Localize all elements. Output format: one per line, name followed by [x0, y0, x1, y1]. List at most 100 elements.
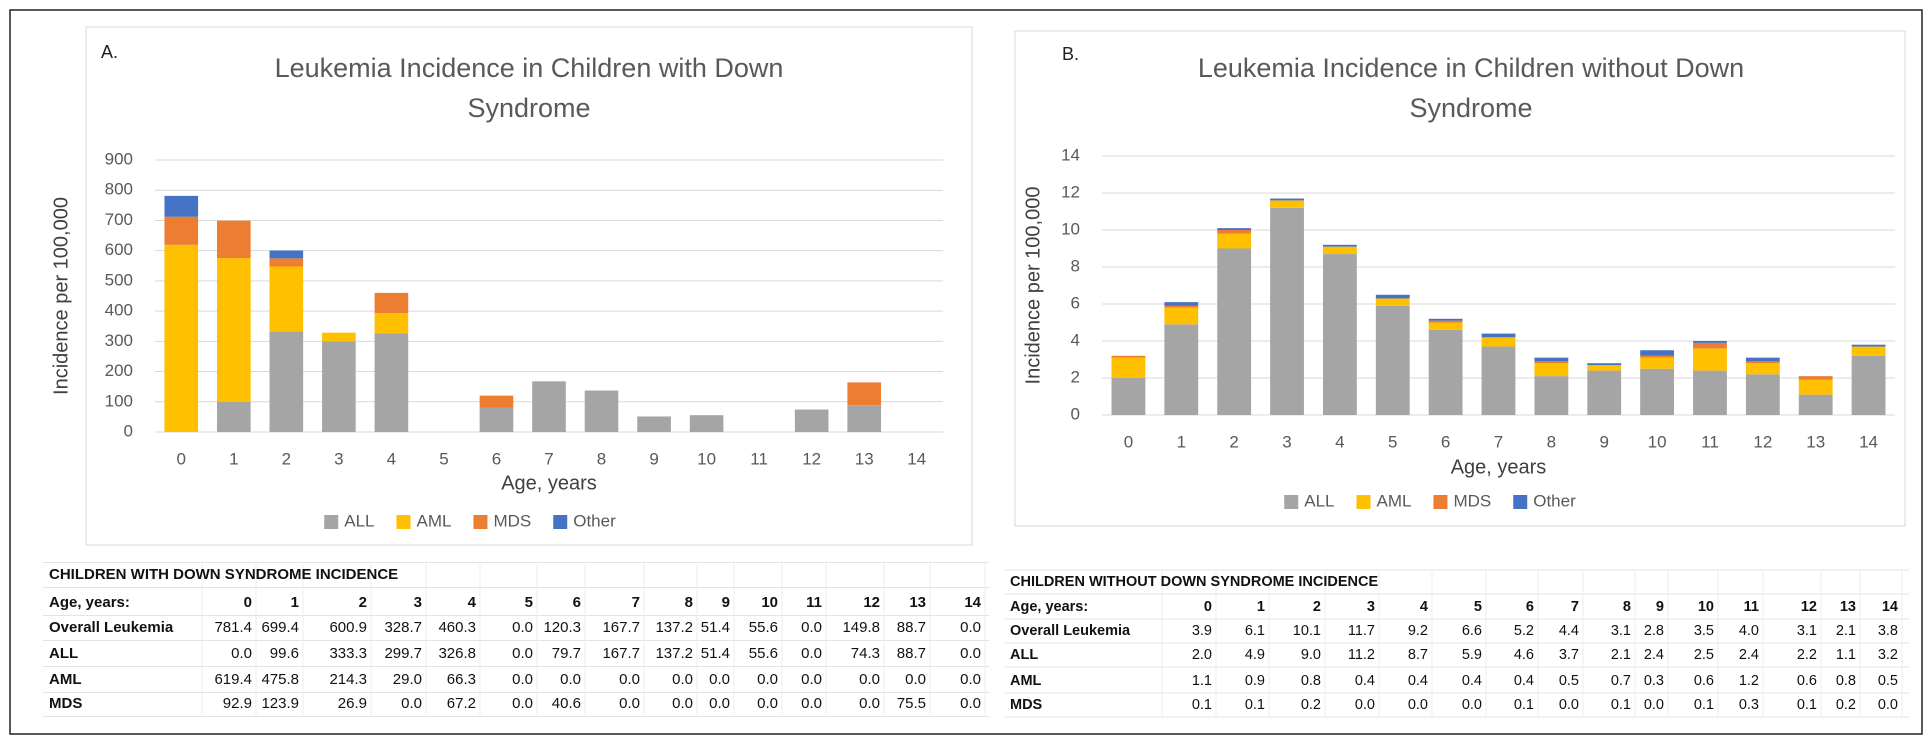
table-cell: 0.1	[1611, 697, 1631, 713]
panel-label: B.	[1062, 44, 1079, 64]
x-tick-label: 5	[439, 449, 448, 468]
table-cell: 3.8	[1878, 623, 1898, 639]
bar-segment	[1111, 355, 1146, 358]
table-cell: 6.1	[1245, 623, 1265, 639]
bar-segment	[1534, 363, 1569, 377]
table-cell: 29.0	[393, 671, 422, 688]
bar-segment	[269, 266, 304, 332]
y-tick-label: 900	[105, 149, 133, 168]
bar-segment	[1217, 233, 1252, 249]
bar-segment	[1217, 248, 1252, 415]
table-cell: 0.6	[1694, 673, 1714, 689]
bar-segment	[1640, 355, 1675, 358]
table-cell: 11.2	[1348, 647, 1375, 663]
bar-segment	[1428, 322, 1463, 330]
y-tick-label: 4	[1071, 330, 1080, 349]
legend-label: MDS	[1453, 491, 1491, 510]
column-header: 14	[964, 594, 981, 611]
bar-segment	[1111, 357, 1146, 378]
table-cell: 0.0	[905, 671, 926, 688]
column-header: 0	[1204, 599, 1212, 615]
table-cell: 10.1	[1293, 623, 1321, 639]
x-tick-label: 3	[1282, 432, 1291, 451]
legend-swatch	[473, 515, 488, 529]
table-cell: 0.0	[672, 671, 693, 688]
table-cell: 0.0	[672, 695, 693, 712]
legend-swatch	[324, 515, 339, 529]
table-cell: 0.1	[1192, 697, 1212, 713]
bar-segment	[1428, 318, 1463, 321]
bar-segment	[1534, 376, 1569, 415]
table-cell: 0.0	[1462, 697, 1482, 713]
x-axis-title: Age, years	[501, 472, 597, 494]
table-cell: 2.1	[1836, 623, 1856, 639]
bar-segment	[1851, 346, 1886, 356]
table-cell: 0.0	[401, 695, 422, 712]
table-cell: 0.8	[1301, 673, 1321, 689]
bar-segment	[322, 341, 356, 432]
table-cell: 0.5	[1878, 673, 1898, 689]
table-cell: 333.3	[329, 645, 367, 662]
column-header: 12	[863, 594, 880, 611]
bar-segment	[1745, 363, 1780, 375]
bar-segment	[1322, 254, 1357, 415]
x-tick-label: 11	[1701, 432, 1719, 451]
column-header: 1	[1257, 599, 1265, 615]
bar-segment	[1481, 337, 1516, 347]
table-cell: 2.4	[1739, 647, 1759, 663]
x-tick-label: 5	[1388, 432, 1397, 451]
column-header: 11	[1744, 599, 1759, 615]
table-cell: 137.2	[655, 619, 693, 636]
table-cell: 0.1	[1514, 697, 1534, 713]
table-cell: 0.3	[1644, 673, 1664, 689]
bar-segment	[1164, 324, 1199, 415]
table-cell: 3.7	[1559, 647, 1579, 663]
table-cell: 120.3	[543, 619, 581, 636]
table-cell: 66.3	[447, 671, 476, 688]
table-cell: 92.9	[223, 695, 252, 712]
bar-segment	[269, 258, 304, 267]
bar-segment	[1534, 361, 1569, 364]
column-header: 11	[806, 594, 822, 611]
bar-segment	[1217, 230, 1252, 234]
table-cell: 137.2	[655, 645, 693, 662]
bar-segment	[1111, 378, 1146, 415]
table-cell: 9.2	[1408, 623, 1428, 639]
bar-segment	[1587, 363, 1622, 366]
y-tick-label: 200	[105, 361, 133, 380]
legend-swatch	[396, 515, 411, 529]
table-cell: 0.0	[960, 619, 981, 636]
bar-segment	[1693, 348, 1727, 371]
column-header: 4	[468, 594, 477, 611]
bar-segment	[216, 220, 251, 259]
x-tick-label: 2	[1229, 432, 1238, 451]
bar-segment	[1270, 198, 1304, 201]
table-cell: 460.3	[438, 619, 476, 636]
column-header: 6	[1526, 599, 1534, 615]
bar-segment	[164, 244, 199, 432]
x-tick-label: 13	[1806, 432, 1825, 451]
bar-segment	[1322, 244, 1357, 247]
table-cell: 781.4	[214, 619, 252, 636]
table-cell: 2.5	[1694, 647, 1714, 663]
table-cell: 67.2	[447, 695, 476, 712]
x-tick-label: 0	[177, 449, 186, 468]
table-cell: 0.2	[1836, 697, 1856, 713]
column-header: 1	[291, 594, 299, 611]
table-cell: 475.8	[261, 671, 299, 688]
table-cell: 0.9	[1245, 673, 1265, 689]
legend-label: MDS	[493, 511, 531, 530]
column-header: 9	[722, 594, 730, 611]
x-tick-label: 10	[697, 449, 716, 468]
table-cell: 149.8	[842, 619, 880, 636]
bar-segment	[164, 195, 199, 217]
table-cell: 5.2	[1514, 623, 1534, 639]
row-label: MDS	[49, 695, 82, 712]
column-header: 5	[1474, 599, 1482, 615]
bar-segment	[374, 333, 409, 432]
chart-title: Leukemia Incidence in Children without D…	[1198, 53, 1744, 123]
bar-segment	[1693, 341, 1727, 343]
bar-segment	[1745, 361, 1780, 364]
bar-segment	[1745, 357, 1780, 362]
row-label: MDS	[1010, 697, 1043, 713]
